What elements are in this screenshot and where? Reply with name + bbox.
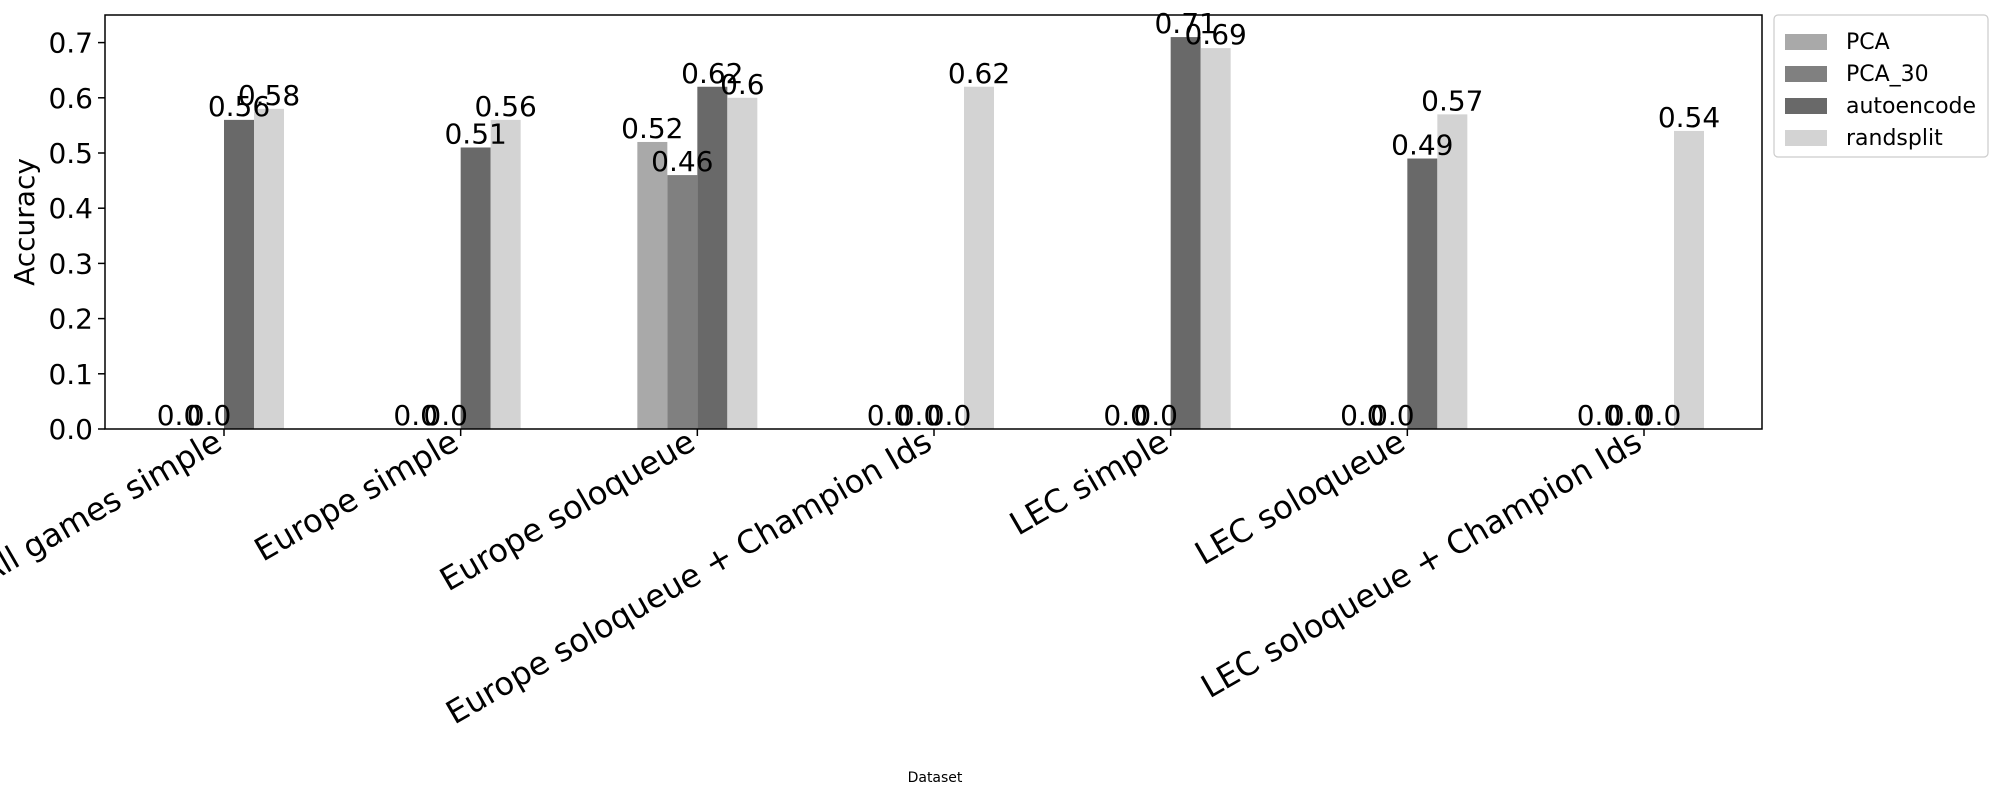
x-tick-label: Europe simple <box>248 422 465 569</box>
bar-value-label: 0.0 <box>1577 399 1622 432</box>
y-axis: 0.0 0.1 0.2 0.3 0.4 0.5 0.6 0.7 <box>48 27 105 446</box>
bar-value-label: 0.0 <box>393 399 438 432</box>
x-tick-label: LEC soloqueue + Champion Ids <box>1194 422 1648 706</box>
bar <box>1170 37 1201 430</box>
bar-value-label: 0.71 <box>1154 7 1216 40</box>
bar-value-label: 0.58 <box>238 79 300 112</box>
bar-value-label: 0.46 <box>651 145 713 178</box>
bar-value-label: 0.51 <box>444 117 506 150</box>
bar-value-label: 0.0 <box>1607 399 1652 432</box>
legend-swatch <box>1785 130 1827 146</box>
plot-frame <box>104 14 1763 430</box>
bar <box>1674 130 1704 430</box>
bar <box>254 108 284 429</box>
legend-entry: PCA <box>1846 30 1890 55</box>
bar-value-label: 0.54 <box>1658 101 1720 134</box>
y-tick-label: 0.2 <box>48 303 93 336</box>
x-tick-label: Europe soloqueue + Champion Ids <box>439 422 938 732</box>
bar <box>727 97 758 430</box>
x-axis-label: Dataset <box>908 770 963 786</box>
y-tick-label: 0.0 <box>48 413 93 446</box>
bar <box>964 86 994 429</box>
bar <box>1437 114 1468 430</box>
bar-value-label: 0.0 <box>1340 399 1385 432</box>
bar-labels-layer: 0.0 0.00.520.0 0.0 0.0 0.00.0 0.00.460.0 0.0 0.… <box>157 7 1720 432</box>
bar-value-label: 0.0 <box>927 399 972 432</box>
x-tick-label: LEC soloqueue <box>1188 422 1411 573</box>
bar <box>667 175 698 429</box>
bar-value-label: 0.56 <box>474 90 536 123</box>
bar-value-label: 0.62 <box>948 57 1010 90</box>
bar-value-label: 0.0 <box>1103 399 1148 432</box>
bar-value-label: 0.0 <box>1637 399 1682 432</box>
bar-value-label: 0.0 <box>157 399 202 432</box>
bars-layer <box>224 37 1704 430</box>
bar-value-label: 0.0 <box>1370 399 1415 432</box>
bar-value-label: 0.62 <box>681 57 743 90</box>
bar <box>697 86 728 429</box>
legend: PCA PCA_30 autoencode randsplit <box>1773 14 1989 158</box>
x-tick-label: LEC simple <box>1003 422 1175 543</box>
y-tick-label: 0.7 <box>48 27 93 60</box>
bar <box>224 119 254 429</box>
legend-entry: randsplit <box>1846 126 1943 151</box>
y-tick-label: 0.6 <box>48 82 93 115</box>
bar <box>490 119 521 429</box>
legend-swatch <box>1785 98 1827 114</box>
legend-entry: autoencode <box>1846 94 1976 119</box>
bar-value-label: 0.0 <box>423 399 468 432</box>
x-tick-label: All games simple <box>0 422 228 591</box>
bar <box>1200 48 1231 430</box>
y-axis-label: Accuracy <box>8 158 41 286</box>
bar-value-label: 0.6 <box>720 68 765 101</box>
y-tick-label: 0.4 <box>48 192 93 225</box>
bar-value-label: 0.52 <box>621 112 683 145</box>
bar <box>460 147 491 430</box>
bar-value-label: 0.57 <box>1421 84 1483 117</box>
legend-swatch <box>1785 66 1827 82</box>
bar <box>1407 158 1438 429</box>
bar-value-label: 0.0 <box>867 399 912 432</box>
bar-value-label: 0.69 <box>1184 18 1246 51</box>
legend-entry: PCA_30 <box>1846 62 1929 87</box>
bar-value-label: 0.49 <box>1391 129 1453 162</box>
bar-value-label: 0.0 <box>897 399 942 432</box>
bar <box>637 141 668 429</box>
legend-frame <box>1773 14 1989 158</box>
bar-value-label: 0.0 <box>1133 399 1178 432</box>
y-tick-label: 0.3 <box>48 247 93 280</box>
legend-swatch <box>1785 34 1827 50</box>
y-tick-label: 0.1 <box>48 358 93 391</box>
bar-value-label: 0.56 <box>208 90 270 123</box>
bar-value-label: 0.0 <box>187 399 232 432</box>
y-tick-label: 0.5 <box>48 137 93 170</box>
